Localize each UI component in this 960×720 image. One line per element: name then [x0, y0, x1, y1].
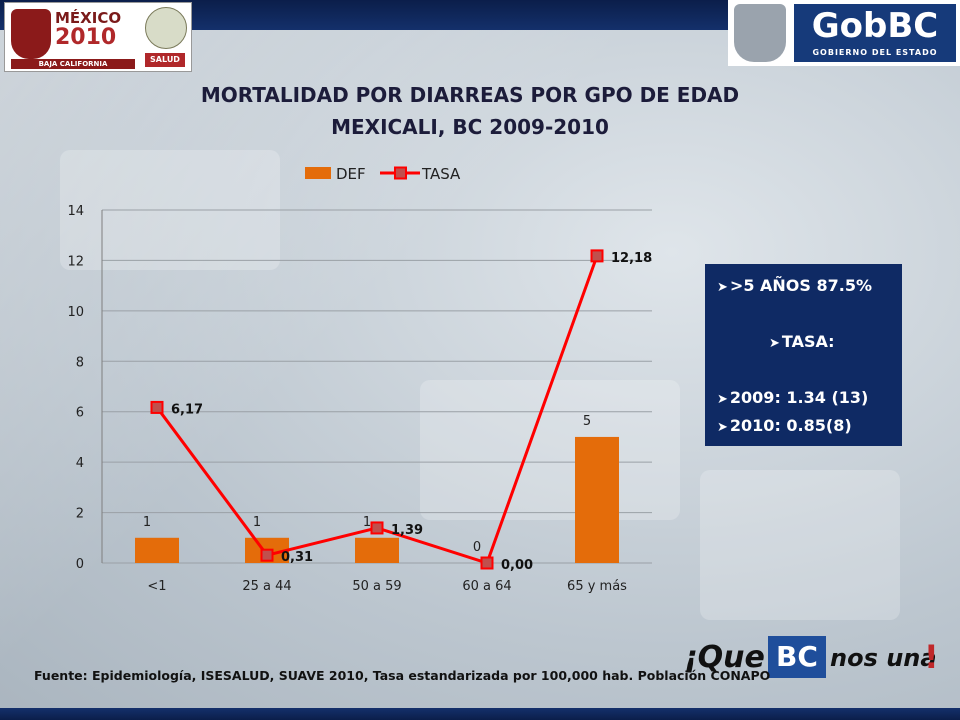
y-tick-label: 14 [67, 204, 84, 219]
background-shape [700, 470, 900, 620]
y-tick-label: 10 [67, 305, 84, 320]
tasa-data-label: 0,31 [281, 550, 313, 565]
tasa-line [155, 255, 599, 565]
mexico-2010-logo: MÉXICO 2010 BAJA CALIFORNIA SALUD [4, 2, 192, 72]
y-tick-label: 4 [76, 456, 84, 471]
legend-label-tasa: TASA [421, 165, 461, 183]
state-shield-icon [734, 4, 786, 62]
background-shape [420, 380, 680, 520]
summary-item: ➤ TASA: [769, 332, 835, 351]
legend-label-def: DEF [336, 165, 366, 183]
bar-def [135, 537, 179, 563]
arrow-bullet-icon: ➤ [717, 420, 728, 435]
logo-state-label: BAJA CALIFORNIA [11, 59, 135, 69]
logo-text-line1: MÉXICO [55, 9, 122, 27]
salud-label: SALUD [145, 53, 185, 67]
chart-title-line2: MEXICALI, BC 2009-2010 [331, 115, 609, 139]
tasa-marker [590, 249, 604, 263]
legend-marker-tasa [394, 166, 407, 180]
source-footnote: Fuente: Epidemiología, ISESALUD, SUAVE 2… [34, 668, 771, 683]
tasa-data-label: 0,00 [501, 558, 533, 573]
arrow-bullet-icon: ➤ [717, 280, 728, 295]
summary-item: ➤ 2009: 1.34 (13) [717, 388, 869, 407]
national-eagle-icon [145, 7, 187, 49]
bar-data-label: 0 [473, 540, 481, 555]
bar-data-label: 1 [143, 515, 151, 530]
x-tick-label: <1 [147, 579, 166, 594]
bar-def [355, 537, 399, 563]
x-tick-label: 50 a 59 [352, 579, 401, 594]
gobbc-subtitle: GOBIERNO DEL ESTADO [812, 48, 938, 57]
gobbc-title: GobBC [811, 6, 939, 46]
y-tick-label: 12 [67, 254, 84, 269]
slogan-part3: nos una [830, 644, 937, 672]
arrow-bullet-icon: ➤ [769, 336, 780, 351]
bar-def [575, 436, 619, 563]
tasa-marker [260, 548, 274, 562]
gobbc-wordmark: GobBC GOBIERNO DEL ESTADO [794, 4, 956, 62]
bottom-banner [0, 708, 960, 720]
arrow-bullet-icon: ➤ [717, 392, 728, 407]
chart-title-line1: MORTALIDAD POR DIARREAS POR GPO DE EDAD [200, 83, 740, 107]
summary-item: ➤ 2010: 0.85(8) [717, 416, 852, 435]
y-tick-label: 2 [76, 507, 84, 522]
summary-box: ➤ >5 AÑOS 87.5% ➤ TASA: ➤ 2009: 1.34 (13) ➤… [705, 264, 902, 446]
y-tick-label: 0 [76, 557, 84, 572]
baja-california-crest-icon [11, 9, 51, 59]
tasa-marker [370, 521, 384, 535]
bar-data-label: 5 [583, 414, 591, 429]
slogan-logo: ¡Que BC nos una ! [684, 636, 950, 684]
x-tick-label: 25 a 44 [242, 579, 291, 594]
logo-text-line2: 2010 [55, 25, 117, 50]
x-tick-label: 65 y más [567, 579, 627, 594]
summary-item: ➤ >5 AÑOS 87.5% [717, 276, 872, 295]
x-tick-label: 60 a 64 [462, 579, 511, 594]
tasa-marker [150, 400, 164, 414]
legend-swatch-def [305, 167, 331, 179]
tasa-data-label: 12,18 [611, 251, 652, 266]
tasa-data-label: 6,17 [171, 402, 203, 417]
slogan-exclamation: ! [924, 638, 939, 676]
bar-data-label: 1 [363, 515, 371, 530]
y-tick-label: 6 [76, 406, 84, 421]
gobbc-logo: GobBC GOBIERNO DEL ESTADO [728, 0, 960, 66]
slogan-part1: ¡Que [684, 640, 765, 675]
slogan-bc: BC [768, 636, 826, 678]
tasa-marker [480, 556, 494, 570]
y-tick-label: 8 [76, 355, 84, 370]
tasa-data-label: 1,39 [391, 523, 423, 538]
bar-data-label: 1 [253, 515, 261, 530]
